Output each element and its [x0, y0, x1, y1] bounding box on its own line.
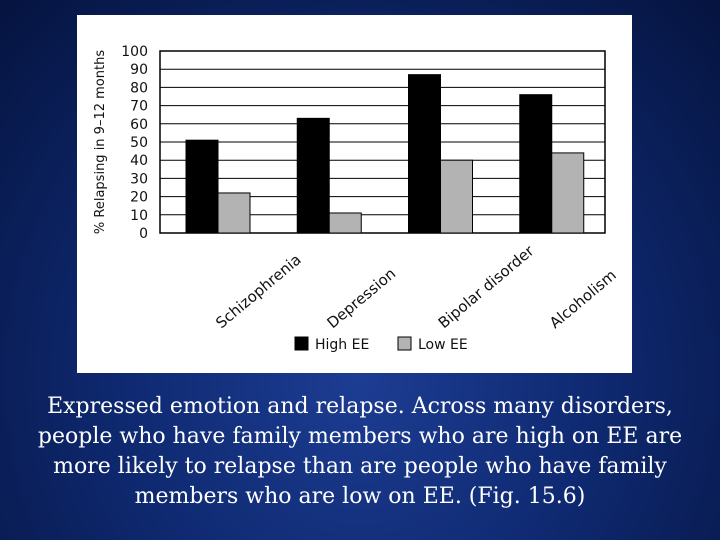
x-category-label: Bipolar disorder [435, 241, 538, 332]
plot-frame [159, 50, 606, 234]
chart-panel: 0 10 20 30 40 50 60 70 80 90 100 % Relapsing in 9–1… [77, 15, 632, 373]
bar-low-ee [328, 212, 362, 234]
legend-swatch [397, 336, 412, 351]
y-axis-label: % Relapsing in 9–12 months [93, 50, 108, 234]
x-category-label: Depression [323, 264, 399, 332]
bar-high-ee [296, 117, 330, 234]
x-category-label: Schizophrenia [212, 250, 304, 332]
y-tick-label: 60 [130, 117, 148, 133]
bar-low-ee [551, 152, 585, 234]
y-tick-label: 80 [130, 80, 148, 96]
bar-low-ee [217, 192, 251, 234]
legend-swatch [294, 336, 309, 351]
y-tick-label: 100 [121, 44, 148, 60]
y-tick-label: 70 [130, 99, 148, 115]
slide-caption: Expressed emotion and relapse. Across ma… [37, 394, 683, 509]
bar-low-ee [440, 159, 473, 234]
bar-high-ee [408, 74, 441, 234]
y-tick-label: 30 [130, 171, 148, 187]
y-tick-label: 10 [130, 208, 148, 224]
y-tick-label: 40 [130, 153, 148, 169]
y-tick-label: 20 [130, 190, 148, 206]
y-tick-label: 90 [130, 62, 148, 78]
bar-high-ee [519, 94, 553, 234]
x-category-label: Alcoholism [546, 266, 620, 332]
legend-label: Low EE [418, 337, 468, 353]
bar-high-ee [185, 139, 219, 234]
legend-label: High EE [315, 337, 369, 353]
relapse-bar-chart: 0 10 20 30 40 50 60 70 80 90 100 % Relapsing in 9–1… [93, 44, 620, 353]
y-tick-label: 0 [139, 226, 148, 242]
y-tick-label: 50 [130, 135, 148, 151]
